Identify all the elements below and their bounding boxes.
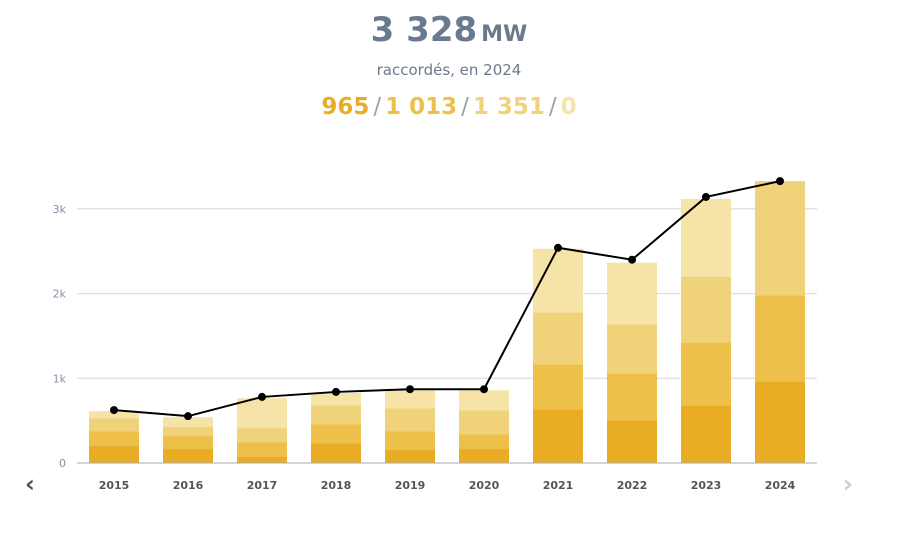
part-3: 1 351 bbox=[472, 94, 545, 120]
part-2: 1 013 bbox=[385, 94, 458, 120]
bar-segment bbox=[385, 450, 435, 463]
line-point bbox=[702, 192, 710, 201]
bar-segment bbox=[533, 312, 583, 365]
x-tick-label: 2019 bbox=[395, 479, 426, 492]
subtitle: raccordés, en 2024 bbox=[376, 61, 522, 79]
bar-segment bbox=[607, 324, 657, 374]
x-tick-label: 2015 bbox=[99, 479, 130, 492]
line-point bbox=[258, 392, 266, 401]
line-point bbox=[480, 385, 488, 394]
bar-segment bbox=[163, 427, 213, 437]
bar-segment bbox=[755, 295, 805, 382]
bar-segment bbox=[163, 417, 213, 428]
bar-segment bbox=[89, 411, 139, 419]
bar-segment bbox=[459, 434, 509, 450]
total-number: 3 328 bbox=[370, 10, 478, 50]
x-tick-label: 2023 bbox=[691, 479, 722, 492]
bar-segment bbox=[533, 364, 583, 410]
bar-segment bbox=[89, 418, 139, 432]
bar-segment bbox=[459, 449, 509, 463]
breakdown: 965/1 013/1 351/0 bbox=[321, 94, 577, 120]
bar-segment bbox=[385, 390, 435, 409]
bar-segment bbox=[607, 420, 657, 463]
bar-segment bbox=[163, 436, 213, 450]
bar-segment bbox=[681, 342, 731, 406]
y-tick-label: 3k bbox=[53, 203, 67, 216]
bar-segment bbox=[163, 449, 213, 463]
bar-segment bbox=[89, 431, 139, 447]
x-tick-label: 2022 bbox=[617, 479, 648, 492]
bar-segment bbox=[755, 381, 805, 463]
bar-segment bbox=[237, 398, 287, 429]
bar-segment bbox=[607, 262, 657, 325]
line-point bbox=[332, 387, 340, 396]
y-tick-label: 0 bbox=[59, 457, 66, 470]
line-point bbox=[628, 255, 636, 264]
bar-segment bbox=[237, 428, 287, 443]
x-tick-label: 2024 bbox=[765, 479, 796, 492]
bar-segment bbox=[237, 456, 287, 463]
chevron-right-icon[interactable]: › bbox=[843, 470, 853, 498]
bar-segment bbox=[311, 443, 361, 463]
total-line bbox=[113, 180, 781, 418]
line-point bbox=[184, 412, 192, 421]
line-point bbox=[110, 406, 118, 415]
bar-segment bbox=[311, 392, 361, 406]
bar-segment bbox=[755, 181, 805, 296]
bar-segment bbox=[681, 276, 731, 343]
bar-segment bbox=[89, 446, 139, 463]
y-tick-label: 2k bbox=[53, 288, 67, 301]
chevron-left-icon[interactable]: ‹ bbox=[25, 470, 35, 498]
bar-segment bbox=[459, 390, 509, 411]
bar-segment bbox=[533, 409, 583, 463]
bar-segment bbox=[459, 410, 509, 435]
x-tick-label: 2017 bbox=[247, 479, 278, 492]
x-tick-label: 2018 bbox=[321, 479, 352, 492]
part-4: 0 bbox=[560, 94, 577, 120]
x-tick-label: 2016 bbox=[173, 479, 204, 492]
part-1: 965 bbox=[321, 94, 370, 120]
bar-segment bbox=[681, 405, 731, 463]
total-value: 3 328 MW bbox=[0, 10, 898, 50]
bar-segment bbox=[237, 442, 287, 457]
bar-segment bbox=[385, 431, 435, 451]
bar-segment bbox=[311, 424, 361, 444]
bar-segment bbox=[385, 408, 435, 432]
total-unit: MW bbox=[481, 22, 528, 47]
line-point bbox=[776, 177, 784, 186]
x-tick-label: 2020 bbox=[469, 479, 500, 492]
bar-segment bbox=[607, 373, 657, 421]
x-tick-label: 2021 bbox=[543, 479, 574, 492]
bar-segment bbox=[311, 405, 361, 425]
line-point bbox=[406, 385, 414, 394]
line-point bbox=[554, 243, 562, 252]
y-tick-label: 1k bbox=[53, 372, 67, 385]
